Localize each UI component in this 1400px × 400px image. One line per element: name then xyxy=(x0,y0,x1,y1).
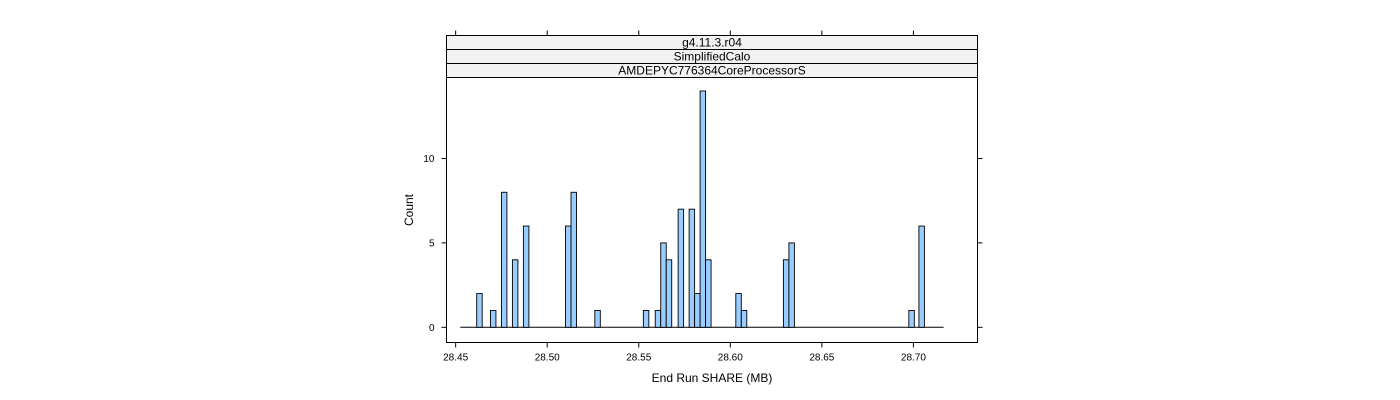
histogram-bar xyxy=(735,293,742,328)
y-axis-title: Count xyxy=(402,193,416,226)
histogram-bar xyxy=(694,293,701,328)
histogram-bar xyxy=(642,309,650,328)
histogram-bar xyxy=(511,259,519,328)
y-tick-label: 5 xyxy=(429,238,435,249)
x-tick-label: 28.50 xyxy=(535,353,560,364)
histogram-bar xyxy=(660,242,667,328)
histogram-bar xyxy=(654,309,662,328)
x-tick-label: 28.60 xyxy=(718,353,743,364)
histogram-bar xyxy=(782,259,790,328)
histogram-bar xyxy=(918,225,925,328)
histogram-bar xyxy=(522,225,530,328)
histogram-bar xyxy=(699,90,707,328)
histogram-bar xyxy=(740,309,748,328)
histogram-bar xyxy=(500,191,508,328)
y-tick-label: 0 xyxy=(429,323,435,334)
histogram-bar xyxy=(788,242,795,328)
plot-panel xyxy=(446,77,978,343)
x-tick-label: 28.45 xyxy=(443,353,468,364)
y-tick-label: 10 xyxy=(423,154,435,165)
histogram-bar xyxy=(705,259,712,328)
histogram-bar xyxy=(594,309,601,328)
bars-group xyxy=(476,90,925,328)
histogram-bar xyxy=(489,309,497,328)
x-tick-label: 28.65 xyxy=(809,353,834,364)
strip-label-benchmark: SimplifiedCalo xyxy=(674,50,751,64)
y-axis: 0 5 10 xyxy=(423,154,983,334)
histogram-bar xyxy=(570,191,577,328)
histogram-bar xyxy=(908,309,915,328)
strip-group: g4.11.3.r04 SimplifiedCalo AMDEPYC776364… xyxy=(446,35,978,78)
x-tick-label: 28.55 xyxy=(626,353,651,364)
histogram-bar xyxy=(476,293,483,328)
x-tick-label: 28.70 xyxy=(901,353,926,364)
strip-label-version: g4.11.3.r04 xyxy=(682,36,742,50)
histogram-bar xyxy=(665,259,673,328)
x-axis-title: End Run SHARE (MB) xyxy=(652,371,773,385)
histogram-bar xyxy=(688,208,696,328)
x-axis: 28.45 28.50 28.55 28.60 28.65 28.70 xyxy=(443,30,926,364)
histogram-bar xyxy=(565,225,572,328)
histogram-bar xyxy=(677,208,685,328)
strip-label-processor: AMDEPYC776364CoreProcessorS xyxy=(618,64,805,78)
